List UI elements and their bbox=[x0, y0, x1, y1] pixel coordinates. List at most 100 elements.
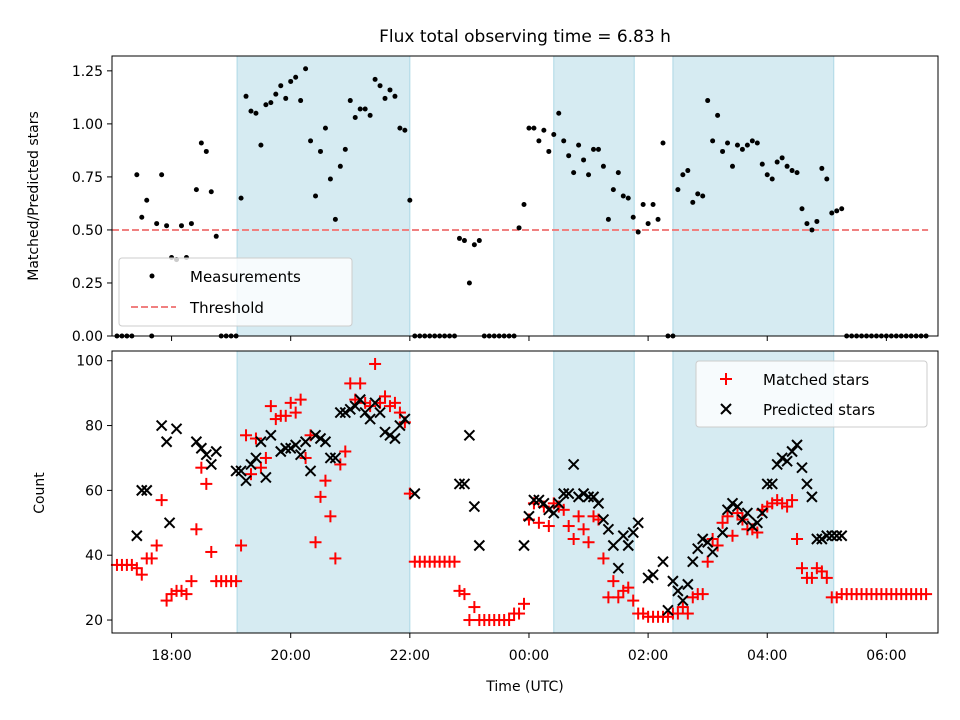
predicted-star-point bbox=[334, 406, 347, 419]
predicted-star-point bbox=[731, 500, 744, 513]
y-tick-label: 1.25 bbox=[72, 64, 103, 80]
predicted-star-point bbox=[160, 436, 173, 448]
predicted-star-marker-b bbox=[235, 465, 247, 477]
predicted-star-marker-b bbox=[751, 517, 764, 529]
measurement-point bbox=[461, 238, 467, 244]
measurement-point bbox=[576, 142, 582, 148]
predicted-star-marker-b bbox=[731, 500, 744, 513]
predicted-star-marker-b bbox=[796, 461, 808, 474]
predicted-star-marker-b bbox=[806, 491, 818, 503]
predicted-star-point bbox=[706, 546, 719, 558]
predicted-star-point bbox=[230, 465, 242, 477]
measurement-point bbox=[635, 229, 641, 235]
measurement-point bbox=[839, 206, 845, 212]
measurement-point bbox=[655, 216, 661, 222]
predicted-star-point bbox=[344, 403, 356, 416]
matched-star-point bbox=[567, 533, 580, 545]
y-tick-label: 1.00 bbox=[72, 117, 103, 133]
predicted-star-point bbox=[687, 555, 699, 568]
y-tick-label: 0.00 bbox=[72, 329, 103, 345]
predicted-star-point bbox=[796, 461, 808, 474]
predicted-star-point bbox=[280, 442, 292, 454]
predicted-star-marker-b bbox=[716, 526, 729, 539]
matched-star-point bbox=[582, 536, 595, 549]
predicted-star-marker-b bbox=[612, 562, 625, 574]
predicted-star-point bbox=[816, 533, 828, 545]
predicted-star-point bbox=[409, 487, 421, 500]
matched-star-point bbox=[230, 575, 243, 588]
predicted-star-point bbox=[245, 458, 257, 471]
predicted-star-marker-b bbox=[240, 474, 252, 487]
measurement-point bbox=[749, 138, 755, 144]
measurement-point bbox=[754, 140, 760, 146]
measurement-point bbox=[824, 176, 830, 182]
measurement-point bbox=[729, 163, 735, 169]
predicted-star-point bbox=[607, 539, 620, 552]
predicted-star-point bbox=[761, 478, 773, 490]
measurement-point bbox=[362, 106, 368, 112]
bottom-y-axis-label: Count bbox=[32, 472, 48, 514]
predicted-star-point bbox=[359, 406, 371, 419]
measurement-point bbox=[645, 221, 651, 227]
matched-star-point bbox=[513, 607, 526, 620]
predicted-star-marker-b bbox=[463, 429, 476, 441]
predicted-star-point bbox=[458, 478, 471, 490]
x-tick-label: 00:00 bbox=[509, 648, 549, 664]
predicted-star-point bbox=[721, 504, 734, 516]
predicted-star-point bbox=[255, 436, 267, 448]
measurement-point bbox=[332, 216, 338, 222]
predicted-star-marker-b bbox=[642, 572, 654, 584]
predicted-star-point bbox=[131, 530, 143, 542]
predicted-star-point bbox=[543, 504, 555, 516]
predicted-star-marker-b bbox=[250, 452, 262, 464]
measurement-point bbox=[397, 125, 403, 131]
predicted-star-point bbox=[582, 491, 595, 503]
predicted-star-marker-b bbox=[701, 536, 714, 548]
predicted-star-marker-b bbox=[672, 585, 684, 597]
predicted-star-marker-b bbox=[314, 432, 327, 445]
measurement-point bbox=[680, 172, 686, 178]
predicted-stars-points bbox=[131, 393, 848, 617]
predicted-star-marker-b bbox=[324, 452, 337, 464]
measurement-point bbox=[526, 125, 532, 131]
predicted-star-marker-b bbox=[364, 413, 376, 425]
predicted-star-point bbox=[736, 513, 749, 526]
predicted-star-marker-b bbox=[786, 445, 798, 458]
predicted-star-point bbox=[399, 413, 411, 425]
measurement-point bbox=[744, 142, 750, 148]
matched-star-point bbox=[240, 429, 253, 442]
predicted-star-point bbox=[349, 400, 361, 412]
matched-star-point bbox=[180, 588, 193, 601]
matched-star-point bbox=[612, 591, 625, 604]
matched-star-point bbox=[388, 396, 401, 409]
matched-star-point bbox=[235, 539, 248, 552]
measurement-point bbox=[794, 170, 800, 176]
predicted-star-marker-b bbox=[657, 555, 669, 568]
predicted-star-marker-b bbox=[667, 575, 679, 587]
top-legend: Measurements Threshold bbox=[118, 257, 353, 327]
measurement-point bbox=[476, 238, 482, 244]
measurement-point bbox=[283, 95, 289, 101]
predicted-star-marker-b bbox=[597, 513, 610, 526]
predicted-star-point bbox=[453, 478, 466, 490]
matched-star-point bbox=[284, 396, 297, 409]
measurement-point bbox=[600, 163, 606, 169]
predicted-star-point bbox=[210, 445, 222, 458]
matched-star-point bbox=[627, 594, 640, 607]
predicted-star-marker-b bbox=[781, 455, 793, 467]
predicted-star-marker-b bbox=[632, 517, 644, 529]
predicted-star-point bbox=[831, 530, 843, 542]
matched-star-point bbox=[681, 607, 694, 620]
measurement-point bbox=[208, 189, 214, 195]
measurement-point bbox=[203, 148, 209, 154]
predicted-star-marker-b bbox=[394, 419, 406, 432]
top-y-axis-label: Matched/Predicted stars bbox=[26, 111, 42, 281]
matched-star-point bbox=[696, 588, 709, 601]
predicted-star-point bbox=[265, 429, 277, 441]
measurement-point bbox=[536, 138, 542, 144]
measurement-point bbox=[566, 153, 572, 159]
predicted-star-marker-b bbox=[602, 523, 615, 535]
predicted-star-point bbox=[468, 500, 481, 513]
predicted-star-marker-b bbox=[374, 406, 386, 419]
